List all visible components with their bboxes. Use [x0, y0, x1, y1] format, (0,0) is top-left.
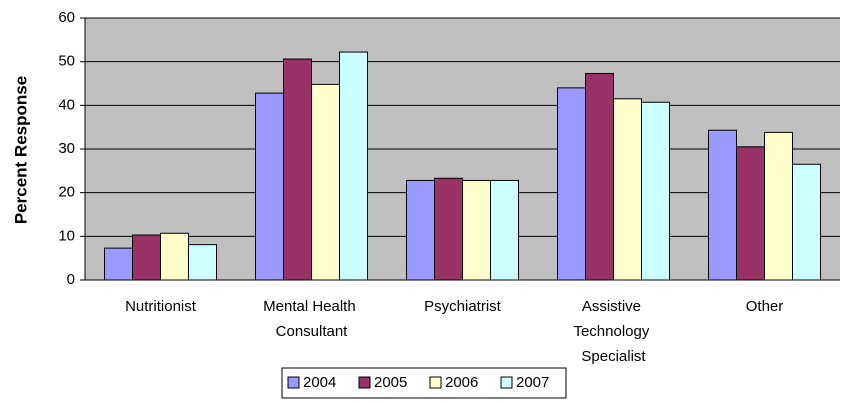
x-tick-label: Other: [746, 298, 784, 315]
bar: [736, 146, 765, 281]
bar: [160, 232, 189, 281]
bar: [490, 179, 519, 281]
y-tick-label: 20: [58, 184, 75, 201]
bar: [311, 83, 340, 281]
bar: [104, 247, 133, 281]
bar: [708, 129, 737, 281]
legend-swatch: [500, 376, 513, 389]
y-tick-label: 40: [58, 96, 75, 113]
legend-label: 2004: [303, 374, 336, 391]
bar: [283, 58, 312, 281]
legend-label: 2005: [374, 374, 407, 391]
legend-swatch: [429, 376, 442, 389]
legend-label: 2007: [516, 374, 549, 391]
y-tick-label: 50: [58, 53, 75, 70]
y-tick-label: 60: [58, 9, 75, 26]
y-axis-title: Percent Response: [11, 76, 30, 224]
x-tick-label: Assistive Technology Specialist: [573, 298, 653, 365]
legend-label: 2006: [445, 374, 478, 391]
legend-box: [281, 367, 567, 399]
bar: [188, 244, 217, 281]
y-tick-label: 10: [58, 227, 75, 244]
bar: [132, 234, 161, 281]
bar: [641, 101, 670, 281]
x-tick-label: Psychiatrist: [424, 298, 502, 315]
bar: [255, 92, 284, 281]
bar: [462, 179, 491, 281]
bar: [434, 177, 463, 281]
bar: [339, 51, 368, 281]
bar: [406, 179, 435, 281]
y-tick-label: 30: [58, 140, 75, 157]
y-tick-label: 0: [67, 271, 75, 288]
legend-swatch: [358, 376, 371, 389]
x-tick-label: Nutritionist: [125, 298, 197, 315]
bar: [613, 98, 642, 281]
bar: [764, 131, 793, 281]
legend-swatch: [287, 376, 300, 389]
x-tick-label: Mental Health Consultant: [263, 298, 360, 340]
bar: [557, 87, 586, 281]
bar: [792, 163, 821, 281]
bar: [585, 72, 614, 281]
